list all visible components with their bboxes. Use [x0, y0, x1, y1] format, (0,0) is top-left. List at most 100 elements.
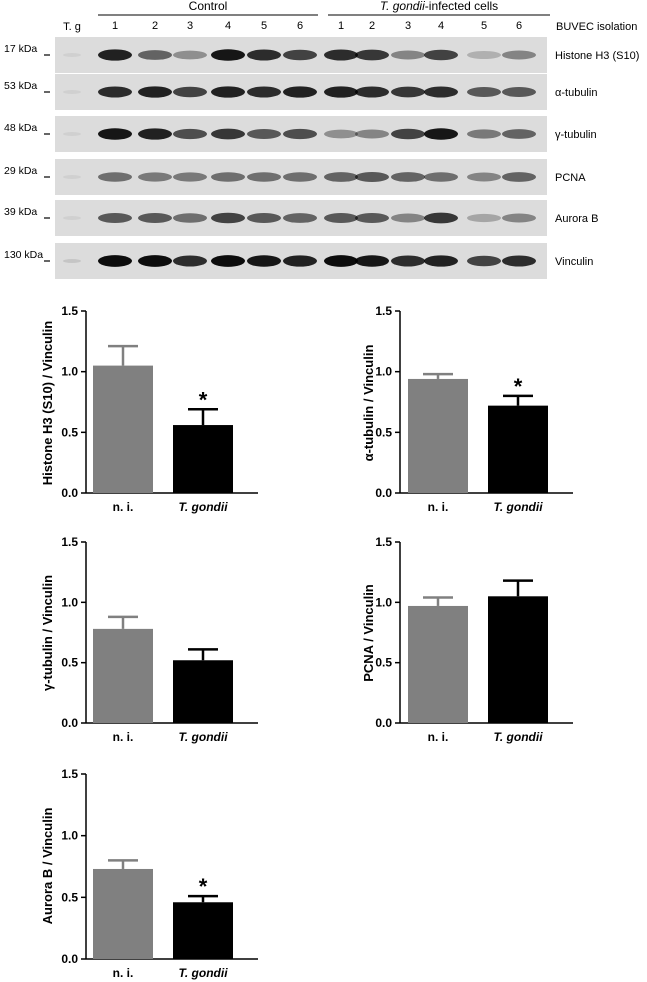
blot-band [502, 172, 536, 182]
y-axis-label: Histone H3 (S10) / Vinculin [40, 321, 55, 486]
bar [173, 660, 233, 723]
blot-band [391, 128, 425, 140]
lane-number: 4 [438, 20, 444, 32]
blot-band [324, 86, 358, 98]
protein-label: Aurora B [555, 213, 598, 225]
y-tick-label: 1.5 [375, 535, 392, 549]
protein-label: Vinculin [555, 256, 593, 268]
bar-chart: 0.0 0.5 1.0 1.5 α-tubulin / Vinculin n. i. * T.… [361, 304, 573, 514]
blot-band [63, 132, 81, 136]
blot-band [247, 49, 281, 61]
blot-band [391, 50, 425, 60]
blot-band [424, 128, 458, 140]
blot-band [211, 255, 245, 267]
y-axis-label: α-tubulin / Vinculin [361, 345, 376, 462]
protein-label: γ-tubulin [555, 129, 597, 141]
y-tick-label: 0.5 [61, 425, 78, 439]
blot-band [173, 50, 207, 60]
blot-band [355, 172, 389, 182]
x-tick-label: n. i. [113, 966, 134, 980]
y-tick-label: 1.0 [61, 365, 78, 379]
x-tick-label: n. i. [428, 730, 449, 744]
x-tick-label: T. gondii [178, 500, 228, 514]
blot-band [283, 86, 317, 98]
blot-band [424, 172, 458, 182]
blot-band [211, 49, 245, 61]
blot-row: 29 kDa PCNA [4, 159, 586, 195]
protein-label: Histone H3 (S10) [555, 50, 639, 62]
y-tick-label: 1.5 [375, 304, 392, 318]
blot-band [247, 86, 281, 98]
blot-band [211, 128, 245, 140]
blot-band [502, 255, 536, 267]
blot-band [391, 255, 425, 267]
kda-marker-label: 29 kDa [4, 165, 37, 177]
blot-band [173, 86, 207, 98]
blot-band [355, 49, 389, 61]
lane-number: 5 [481, 20, 487, 32]
blot-band [283, 213, 317, 223]
lane-number: 6 [297, 20, 303, 32]
y-tick-label: 1.5 [61, 535, 78, 549]
lane-number: 6 [516, 20, 522, 32]
y-tick-label: 0.5 [375, 425, 392, 439]
x-tick-label: T. gondii [493, 500, 543, 514]
blot-band [211, 86, 245, 98]
bar [408, 605, 468, 723]
blot-band [138, 255, 172, 267]
blot-band [138, 213, 172, 223]
blot-band [355, 255, 389, 267]
x-tick-label: T. gondii [493, 730, 543, 744]
blot-band [247, 255, 281, 267]
bar-chart: 0.0 0.5 1.0 1.5 γ-tubulin / Vinculin n. i. T. … [40, 535, 258, 744]
kda-marker-label: 48 kDa [4, 122, 37, 134]
significance-marker: * [199, 874, 208, 899]
blot-band [63, 259, 81, 263]
kda-marker-label: 53 kDa [4, 80, 37, 92]
x-tick-label: T. gondii [178, 966, 228, 980]
blot-band [502, 50, 536, 60]
blot-band [138, 172, 172, 182]
significance-marker: * [199, 387, 208, 412]
bar [488, 405, 548, 493]
bar-chart: 0.0 0.5 1.0 1.5 Aurora B / Vinculin n. i. * T. … [40, 767, 258, 980]
blot-band [424, 212, 458, 224]
blot-band [467, 172, 501, 182]
x-tick-label: n. i. [113, 500, 134, 514]
blot-band [283, 255, 317, 267]
bar [93, 365, 153, 493]
lane-number: 5 [261, 20, 267, 32]
x-tick-label: n. i. [113, 730, 134, 744]
lane-number: 2 [369, 20, 375, 32]
blot-row: 48 kDa γ-tubulin [4, 116, 597, 152]
y-axis-label: Aurora B / Vinculin [40, 808, 55, 925]
kda-marker-label: 17 kDa [4, 43, 37, 55]
buvec-isolation-header: BUVEC isolation [556, 21, 637, 33]
blot-band [173, 128, 207, 140]
bar-chart: 0.0 0.5 1.0 1.5 Histone H3 (S10) / Vinculin n… [40, 304, 258, 514]
bar [93, 868, 153, 959]
blot-band [324, 49, 358, 61]
y-tick-label: 1.0 [375, 365, 392, 379]
control-group-label: Control [189, 0, 228, 13]
blot-band [63, 216, 81, 220]
blot-band [391, 172, 425, 182]
blot-band [391, 86, 425, 98]
lane-number: 1 [112, 20, 118, 32]
kda-marker-label: 130 kDa [4, 249, 43, 261]
y-tick-label: 0.0 [61, 952, 78, 966]
y-tick-label: 0.0 [375, 716, 392, 730]
blot-band [283, 172, 317, 182]
y-tick-label: 1.5 [61, 767, 78, 781]
blot-row: 130 kDa Vinculin [4, 243, 593, 279]
blot-band [138, 50, 172, 60]
infected-group-label: T. gondii-infected cells [380, 0, 498, 13]
blot-band [247, 129, 281, 139]
blot-band [98, 86, 132, 98]
blot-band [98, 128, 132, 140]
bar [93, 628, 153, 723]
blot-band [467, 51, 501, 59]
blot-band [324, 213, 358, 223]
blot-band [173, 213, 207, 223]
blot-band [391, 213, 425, 223]
